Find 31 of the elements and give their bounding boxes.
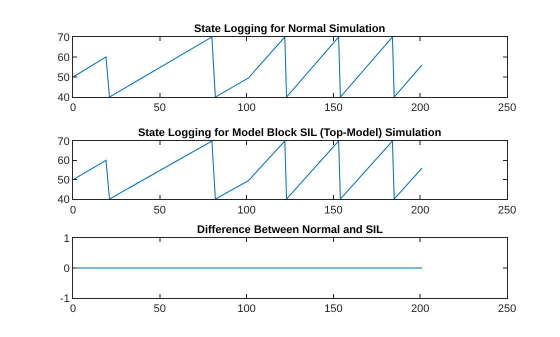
y-tick-label: 50	[58, 72, 70, 84]
x-tick-label: 150	[324, 303, 343, 316]
y-tick-label: 60	[58, 52, 70, 64]
x-tick-label: 250	[498, 102, 516, 114]
y-tick-label: 40	[58, 194, 70, 206]
line-series	[73, 37, 422, 98]
x-tick-label: 100	[237, 102, 256, 114]
x-tick-label: 250	[498, 303, 516, 316]
x-tick-label: 100	[237, 303, 256, 316]
x-tick-label: 50	[154, 204, 166, 216]
chart-title: State Logging for Model Block SIL (Top-Model) Simulation	[138, 127, 442, 139]
x-tick-label: 150	[324, 102, 343, 114]
y-tick-label: 60	[58, 155, 70, 168]
line-series	[73, 141, 422, 200]
x-tick-label: 250	[498, 204, 516, 216]
x-tick-label: 200	[411, 204, 430, 216]
chart-title: Difference Between Normal and SIL	[197, 224, 384, 236]
chart-title: State Logging for Normal Simulation	[194, 23, 386, 35]
x-tick-label: 150	[324, 204, 343, 216]
x-tick-label: 200	[411, 102, 430, 114]
x-tick-label: 100	[237, 204, 256, 216]
x-tick-label: 50	[154, 303, 166, 316]
y-tick-label: 70	[58, 136, 70, 148]
x-tick-label: 50	[154, 102, 166, 114]
y-tick-label: 1	[64, 232, 70, 245]
y-tick-label: 40	[58, 92, 70, 104]
y-tick-label: -1	[60, 292, 70, 305]
y-tick-label: 0	[64, 262, 70, 275]
x-tick-label: 200	[411, 303, 430, 316]
y-tick-label: 50	[58, 174, 70, 187]
y-tick-label: 70	[58, 32, 70, 44]
